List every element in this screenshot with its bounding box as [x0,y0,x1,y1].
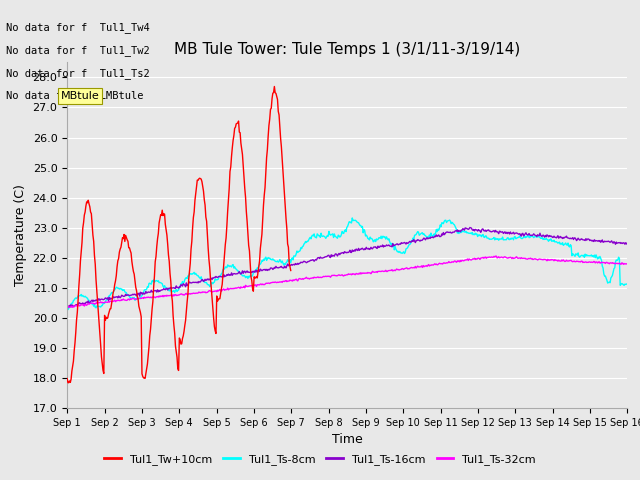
X-axis label: Time: Time [332,433,363,446]
Title: MB Tule Tower: Tule Temps 1 (3/1/11-3/19/14): MB Tule Tower: Tule Temps 1 (3/1/11-3/19… [174,42,520,57]
Text: No data for f  Tul1_Ts2: No data for f Tul1_Ts2 [6,68,150,79]
Text: MBtule: MBtule [61,91,100,101]
Y-axis label: Temperature (C): Temperature (C) [14,184,27,286]
Text: No data for f  Tul1_Tw2: No data for f Tul1_Tw2 [6,45,150,56]
Legend: Tul1_Tw+10cm, Tul1_Ts-8cm, Tul1_Ts-16cm, Tul1_Ts-32cm: Tul1_Tw+10cm, Tul1_Ts-8cm, Tul1_Ts-16cm,… [100,450,540,469]
Text: No data for f  Tul1_Tw4: No data for f Tul1_Tw4 [6,22,150,33]
Text: No data for f  LMBtule: No data for f LMBtule [6,91,144,101]
